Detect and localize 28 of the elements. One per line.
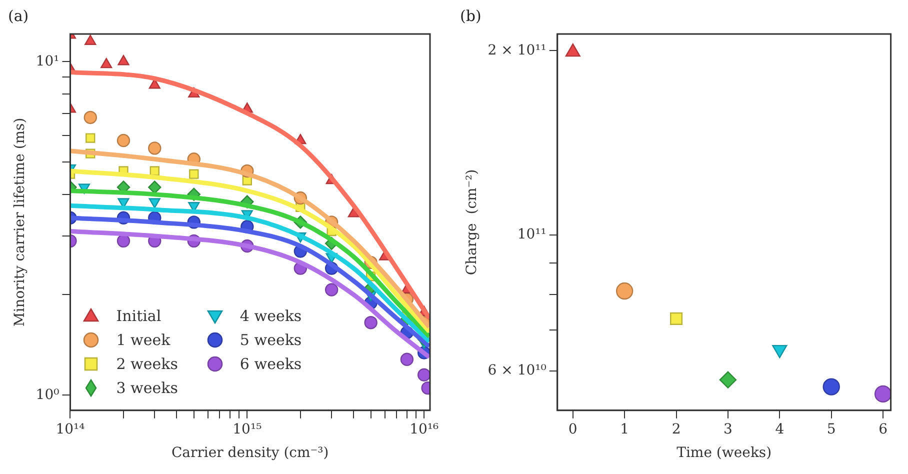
y-tick-label: 2 × 10¹¹ bbox=[488, 42, 546, 58]
chart-title: (a) bbox=[8, 6, 29, 25]
x-tick-label: 0 bbox=[568, 421, 578, 438]
x-tick-label: 10¹⁶ bbox=[410, 421, 439, 438]
legend-label: 1 week bbox=[116, 331, 170, 350]
y-tick-label: 10¹ bbox=[36, 53, 60, 70]
x-axis-title: Time (weeks) bbox=[676, 445, 772, 462]
chart-title: (b) bbox=[460, 6, 482, 25]
x-tick-label: 10¹⁵ bbox=[232, 421, 262, 438]
x-axis-title: Carrier density (cm⁻³) bbox=[171, 445, 329, 462]
legend-label: 4 weeks bbox=[240, 307, 302, 326]
y-tick-label: 10⁰ bbox=[36, 386, 60, 403]
legend-label: 5 weeks bbox=[240, 331, 302, 350]
x-tick-label: 6 bbox=[878, 421, 888, 438]
x-tick-label: 5 bbox=[826, 421, 836, 438]
x-tick-label: 3 bbox=[724, 421, 732, 438]
legend-label: 3 weeks bbox=[116, 379, 178, 398]
legend-label: 6 weeks bbox=[240, 355, 302, 374]
legend-label: 2 weeks bbox=[116, 355, 178, 374]
y-tick-label: 10¹¹ bbox=[517, 226, 546, 243]
x-tick-label: 2 bbox=[672, 421, 681, 438]
y-axis-title: Minority carrier lifetime (ms) bbox=[12, 118, 28, 327]
x-tick-label: 10¹⁴ bbox=[56, 421, 86, 438]
y-axis-title: Charge (cm⁻²) bbox=[464, 169, 480, 276]
x-tick-label: 4 bbox=[775, 421, 784, 438]
y-tick-label: 6 × 10¹⁰ bbox=[488, 362, 547, 378]
x-tick-label: 1 bbox=[620, 421, 630, 438]
legend-label: Initial bbox=[116, 307, 162, 326]
